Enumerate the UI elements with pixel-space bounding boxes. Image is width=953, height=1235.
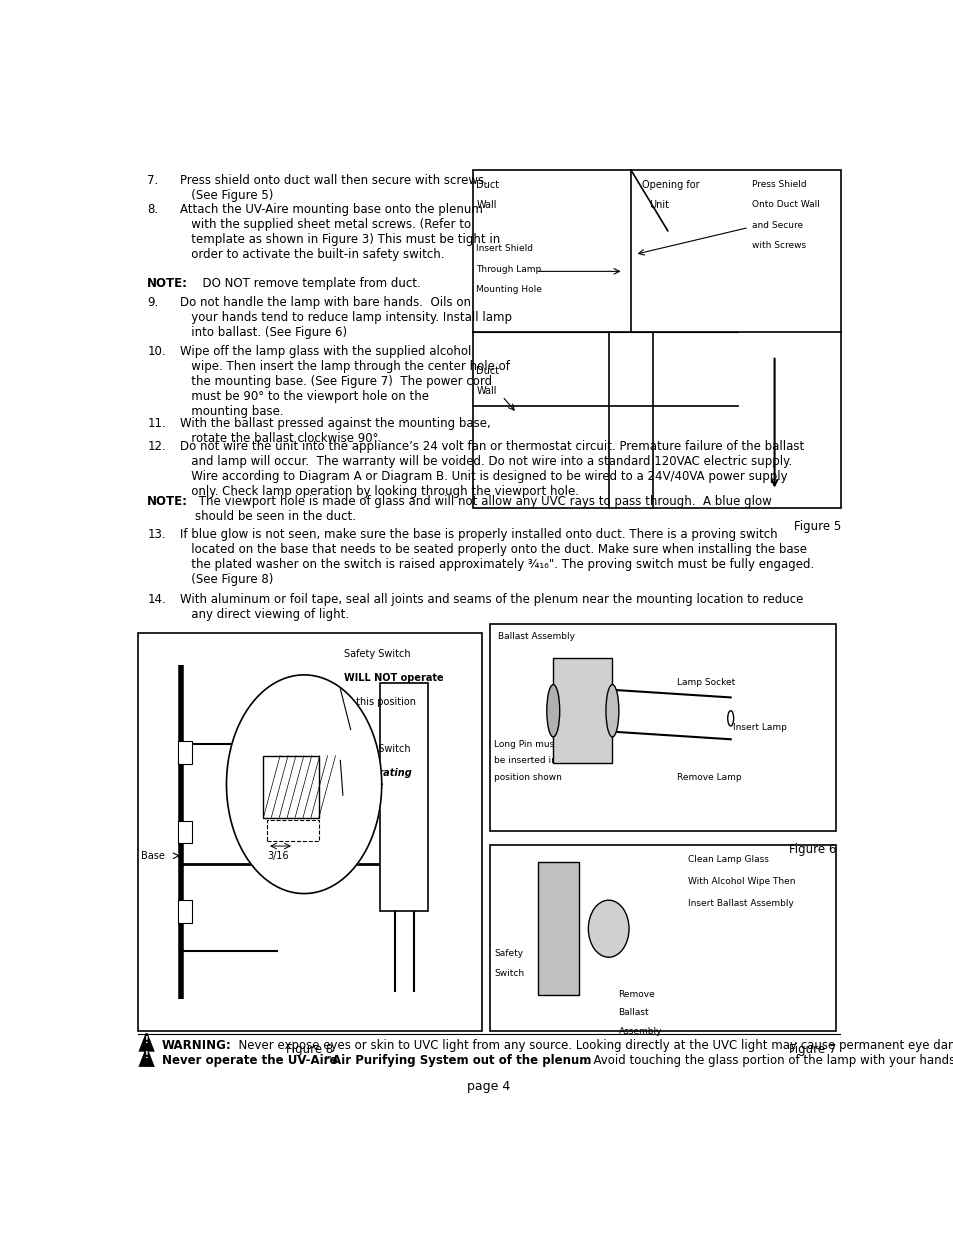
- Text: 12.: 12.: [147, 440, 166, 453]
- Text: in this position: in this position: [344, 697, 416, 706]
- Bar: [267, 820, 318, 841]
- Bar: [178, 741, 192, 763]
- Text: Attach the UV-Aire mounting base onto the plenum
   with the supplied sheet meta: Attach the UV-Aire mounting base onto th…: [180, 204, 499, 262]
- Text: Safety Switch: Safety Switch: [344, 745, 410, 755]
- Text: Wipe off the lamp glass with the supplied alcohol
   wipe. Then insert the lamp : Wipe off the lamp glass with the supplie…: [180, 345, 509, 417]
- Text: Ballast Assembly: Ballast Assembly: [497, 632, 575, 641]
- Text: Base: Base: [141, 851, 165, 861]
- Bar: [178, 900, 192, 923]
- Text: WILL NOT operate: WILL NOT operate: [344, 673, 443, 683]
- Text: Insert Shield: Insert Shield: [476, 245, 533, 253]
- Ellipse shape: [546, 684, 559, 737]
- Text: Remove: Remove: [618, 990, 655, 999]
- Text: Remove Lamp: Remove Lamp: [677, 773, 741, 782]
- Text: page 4: page 4: [467, 1081, 510, 1093]
- Text: Switch: Switch: [494, 969, 524, 978]
- Bar: [380, 683, 428, 911]
- Polygon shape: [226, 674, 381, 894]
- Text: Wall: Wall: [476, 200, 497, 210]
- Text: Press shield onto duct wall then secure with screws.
   (See Figure 5): Press shield onto duct wall then secure …: [180, 174, 487, 201]
- Text: Safety: Safety: [494, 948, 522, 958]
- Text: Clean Lamp Glass: Clean Lamp Glass: [687, 855, 768, 863]
- Bar: [490, 845, 836, 1031]
- Text: With the ballast pressed against the mounting base,
   rotate the ballast clockw: With the ballast pressed against the mou…: [180, 417, 490, 446]
- Bar: [137, 634, 481, 1031]
- Text: 7.: 7.: [147, 174, 158, 186]
- Text: 14.: 14.: [147, 593, 166, 606]
- Bar: [178, 820, 192, 844]
- Text: The viewport hole is made of glass and will not allow any UVC rays to pass throu: The viewport hole is made of glass and w…: [194, 495, 771, 524]
- Bar: [490, 624, 836, 831]
- Text: position shown: position shown: [494, 773, 561, 782]
- Text: If blue glow is not seen, make sure the base is properly installed onto duct. Th: If blue glow is not seen, make sure the …: [180, 527, 813, 585]
- Bar: [472, 170, 840, 508]
- Text: Onto Duct Wall: Onto Duct Wall: [752, 200, 820, 210]
- Text: Through Lamp: Through Lamp: [476, 264, 541, 274]
- Text: Do not handle the lamp with bare hands.  Oils on
   your hands tend to reduce la: Do not handle the lamp with bare hands. …: [180, 295, 512, 338]
- Text: Figure 6: Figure 6: [788, 844, 836, 856]
- Text: Duct: Duct: [476, 180, 499, 190]
- Text: Figure 7: Figure 7: [788, 1044, 836, 1056]
- Bar: [263, 756, 318, 818]
- Text: 10.: 10.: [147, 345, 166, 358]
- Text: ™: ™: [323, 1055, 332, 1063]
- Text: Figure 8: Figure 8: [286, 1044, 333, 1056]
- Text: Unit: Unit: [649, 200, 669, 210]
- Ellipse shape: [727, 711, 733, 726]
- Bar: [553, 658, 612, 763]
- Text: position: position: [344, 792, 382, 803]
- Text: be inserted in: be inserted in: [494, 756, 557, 766]
- Text: Do not wire the unit into the appliance’s 24 volt fan or thermostat circuit. Pre: Do not wire the unit into the appliance’…: [180, 440, 803, 498]
- Text: Insert Lamp: Insert Lamp: [732, 724, 785, 732]
- Ellipse shape: [588, 900, 628, 957]
- Polygon shape: [140, 1049, 153, 1066]
- Polygon shape: [140, 1034, 153, 1051]
- Text: In operating: In operating: [344, 768, 412, 778]
- Text: and Secure: and Secure: [752, 221, 802, 230]
- Text: Ballast: Ballast: [618, 1009, 648, 1018]
- Text: Figure 5: Figure 5: [793, 520, 840, 534]
- Text: Opening for: Opening for: [641, 180, 699, 190]
- Text: WARNING:: WARNING:: [162, 1039, 232, 1052]
- Text: Mounting Hole: Mounting Hole: [476, 285, 541, 294]
- Text: 3/16: 3/16: [267, 851, 289, 861]
- Text: NOTE:: NOTE:: [147, 277, 188, 289]
- Text: Duct: Duct: [476, 366, 499, 375]
- Text: NOTE:: NOTE:: [147, 495, 188, 509]
- Text: !: !: [145, 1051, 149, 1060]
- Bar: [537, 862, 578, 995]
- Text: Wall: Wall: [476, 387, 497, 396]
- Text: Long Pin must: Long Pin must: [494, 740, 558, 748]
- Text: Press Shield: Press Shield: [752, 180, 806, 189]
- Text: with Screws: with Screws: [752, 241, 806, 249]
- Text: Assembly: Assembly: [618, 1028, 661, 1036]
- Text: 8.: 8.: [147, 204, 158, 216]
- Text: Insert Ballast Assembly: Insert Ballast Assembly: [687, 899, 793, 908]
- Text: 9.: 9.: [147, 295, 158, 309]
- Text: . Avoid touching the glass portion of the lamp with your hands.: . Avoid touching the glass portion of th…: [585, 1055, 953, 1067]
- Text: Lamp Socket: Lamp Socket: [677, 678, 735, 687]
- Text: 11.: 11.: [147, 417, 166, 430]
- Text: 13.: 13.: [147, 527, 166, 541]
- Text: DO NOT remove template from duct.: DO NOT remove template from duct.: [194, 277, 420, 289]
- Text: Safety Switch: Safety Switch: [344, 650, 410, 659]
- Text: Never operate the UV-Aire: Never operate the UV-Aire: [162, 1055, 337, 1067]
- Text: Never expose eyes or skin to UVC light from any source. Looking directly at the : Never expose eyes or skin to UVC light f…: [231, 1039, 953, 1052]
- Text: With aluminum or foil tape, seal all joints and seams of the plenum near the mou: With aluminum or foil tape, seal all joi…: [180, 593, 802, 621]
- Text: !: !: [145, 1036, 149, 1045]
- Ellipse shape: [605, 684, 618, 737]
- Text: Air Purifying System out of the plenum: Air Purifying System out of the plenum: [328, 1055, 591, 1067]
- Text: With Alcohol Wipe Then: With Alcohol Wipe Then: [687, 877, 794, 885]
